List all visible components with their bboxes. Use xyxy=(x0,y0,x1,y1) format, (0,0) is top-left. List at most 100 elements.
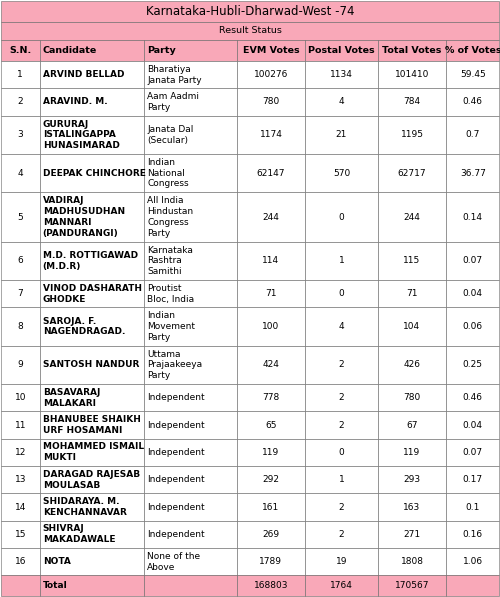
Bar xyxy=(144,88,236,116)
Text: 12: 12 xyxy=(14,448,26,457)
Text: 100: 100 xyxy=(262,322,280,331)
Text: Independent: Independent xyxy=(148,475,205,484)
Bar xyxy=(236,88,306,116)
Bar xyxy=(144,548,236,576)
Text: 67: 67 xyxy=(406,420,417,430)
Bar xyxy=(236,154,306,192)
Bar xyxy=(306,548,378,576)
Bar xyxy=(446,346,499,384)
Bar xyxy=(446,439,499,466)
Bar xyxy=(144,493,236,521)
Text: 570: 570 xyxy=(333,169,350,178)
Bar xyxy=(1,154,40,192)
Bar xyxy=(1,307,40,346)
Text: 424: 424 xyxy=(262,361,280,370)
Text: 780: 780 xyxy=(262,97,280,106)
Bar xyxy=(236,307,306,346)
Bar xyxy=(378,280,446,307)
Bar xyxy=(40,521,144,548)
Text: Indian
National
Congress: Indian National Congress xyxy=(148,158,189,189)
Bar xyxy=(378,548,446,576)
Text: Indian
Movement
Party: Indian Movement Party xyxy=(148,311,196,342)
Bar xyxy=(1,40,40,61)
Text: 780: 780 xyxy=(404,393,420,402)
Text: 2: 2 xyxy=(338,420,344,430)
Text: BASAVARAJ
MALAKARI: BASAVARAJ MALAKARI xyxy=(42,388,100,408)
Bar xyxy=(446,521,499,548)
Bar xyxy=(1,548,40,576)
Text: 9: 9 xyxy=(18,361,23,370)
Bar xyxy=(306,576,378,596)
Bar xyxy=(446,466,499,493)
Bar xyxy=(236,192,306,242)
Text: 0.46: 0.46 xyxy=(463,393,483,402)
Text: 244: 244 xyxy=(262,213,280,221)
Bar xyxy=(378,521,446,548)
Bar xyxy=(144,116,236,154)
Bar xyxy=(378,61,446,88)
Bar xyxy=(306,466,378,493)
Bar xyxy=(1,439,40,466)
Text: 36.77: 36.77 xyxy=(460,169,485,178)
Bar xyxy=(306,61,378,88)
Bar xyxy=(236,384,306,411)
Text: NOTA: NOTA xyxy=(42,557,70,566)
Text: ARVIND BELLAD: ARVIND BELLAD xyxy=(42,70,124,79)
Bar xyxy=(236,493,306,521)
Bar xyxy=(236,242,306,280)
Text: All India
Hindustan
Congress
Party: All India Hindustan Congress Party xyxy=(148,196,194,238)
Text: 0.07: 0.07 xyxy=(462,256,483,266)
Bar xyxy=(378,576,446,596)
Text: 114: 114 xyxy=(262,256,280,266)
Bar xyxy=(378,346,446,384)
Text: 115: 115 xyxy=(404,256,420,266)
Bar xyxy=(144,466,236,493)
Text: 4: 4 xyxy=(338,97,344,106)
Text: 3: 3 xyxy=(18,130,23,139)
Text: EVM Votes: EVM Votes xyxy=(242,46,299,55)
Text: 244: 244 xyxy=(404,213,420,221)
Text: % of Votes: % of Votes xyxy=(444,46,500,55)
Bar xyxy=(446,493,499,521)
Text: 1134: 1134 xyxy=(330,70,353,79)
Text: Candidate: Candidate xyxy=(42,46,97,55)
Bar xyxy=(1,116,40,154)
Text: Independent: Independent xyxy=(148,393,205,402)
Text: 0.25: 0.25 xyxy=(463,361,483,370)
Bar xyxy=(144,521,236,548)
Text: Karnataka
Rashtra
Samithi: Karnataka Rashtra Samithi xyxy=(148,245,193,276)
Text: 65: 65 xyxy=(265,420,276,430)
Bar xyxy=(378,439,446,466)
Text: 15: 15 xyxy=(14,530,26,539)
Text: 1174: 1174 xyxy=(260,130,282,139)
Bar xyxy=(446,88,499,116)
Bar xyxy=(236,521,306,548)
Text: SHIVRAJ
MAKADAWALE: SHIVRAJ MAKADAWALE xyxy=(42,524,115,544)
Bar xyxy=(1,411,40,439)
Text: 0.06: 0.06 xyxy=(462,322,483,331)
Bar xyxy=(144,40,236,61)
Text: VADIRAJ
MADHUSUDHAN
MANNARI
(PANDURANGI): VADIRAJ MADHUSUDHAN MANNARI (PANDURANGI) xyxy=(42,196,125,238)
Text: 0.17: 0.17 xyxy=(462,475,483,484)
Bar xyxy=(1,61,40,88)
Bar xyxy=(378,411,446,439)
Text: None of the
Above: None of the Above xyxy=(148,552,201,571)
Text: 0: 0 xyxy=(338,448,344,457)
Bar xyxy=(446,576,499,596)
Text: 271: 271 xyxy=(404,530,420,539)
Bar xyxy=(306,192,378,242)
Bar xyxy=(144,346,236,384)
Text: 13: 13 xyxy=(14,475,26,484)
Bar xyxy=(1,384,40,411)
Text: MOHAMMED ISMAIL
MUKTI: MOHAMMED ISMAIL MUKTI xyxy=(42,442,144,462)
Bar xyxy=(236,61,306,88)
Text: 784: 784 xyxy=(404,97,420,106)
Text: 0: 0 xyxy=(338,213,344,221)
Bar xyxy=(40,116,144,154)
Bar xyxy=(1,466,40,493)
Text: 100276: 100276 xyxy=(254,70,288,79)
Text: M.D. ROTTIGAWAD
(M.D.R): M.D. ROTTIGAWAD (M.D.R) xyxy=(42,251,138,271)
Bar xyxy=(40,307,144,346)
Bar xyxy=(306,280,378,307)
Bar xyxy=(1,346,40,384)
